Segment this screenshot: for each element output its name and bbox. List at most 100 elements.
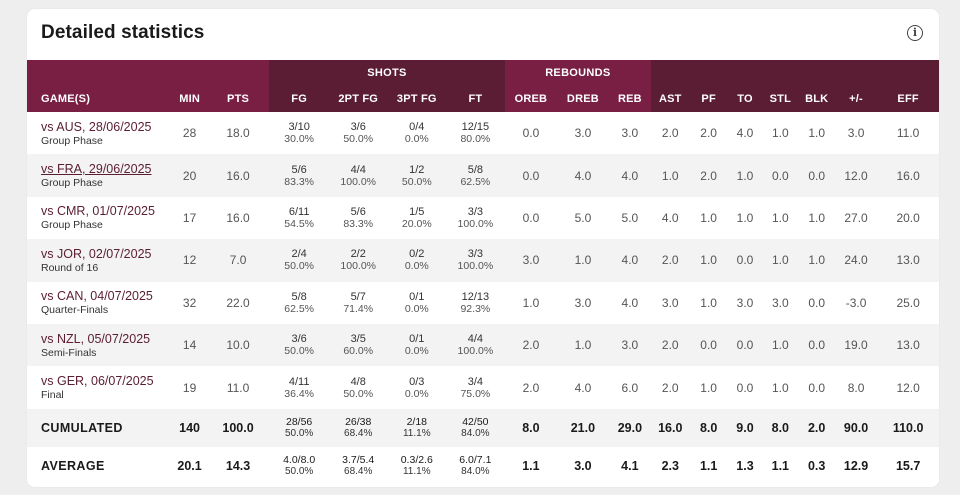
col-header-reb[interactable]: REB <box>608 86 652 112</box>
fg-made: 6/11 <box>288 205 310 218</box>
game-link[interactable]: vs CAN, 04/07/2025 <box>41 289 153 304</box>
pf-cell: 1.0 <box>689 281 728 324</box>
info-icon[interactable]: i <box>907 25 923 41</box>
pf-cell: 1.0 <box>689 196 728 240</box>
fg3-cell: 1/5 20.0% <box>387 196 447 240</box>
to-cell: 0.0 <box>727 323 763 367</box>
game-phase: Quarter-Finals <box>41 304 109 317</box>
fg2-pct: 71.4% <box>343 302 374 315</box>
col-header-stl[interactable]: STL <box>762 86 799 112</box>
col-header-ft[interactable]: FT <box>446 86 505 112</box>
oreb-cell: 2.0 <box>504 323 558 367</box>
game-cell: vs NZL, 05/07/2025 Semi-Finals <box>27 323 173 367</box>
fg3-cell: 0/1 0.0% <box>387 323 447 367</box>
fg-cell: 4.0/8.0 50.0% <box>269 446 329 485</box>
fg3-pct: 0.0% <box>404 345 429 358</box>
fg-made: 3/6 <box>291 333 307 346</box>
col-header-blk[interactable]: BLK <box>798 86 835 112</box>
min-cell: 140 <box>172 408 207 447</box>
blk-cell: 1.0 <box>798 196 835 240</box>
cumulated-row: CUMULATED 140 100.0 28/56 50.0% 26/38 68.4… <box>27 408 939 447</box>
game-link[interactable]: vs CMR, 01/07/2025 <box>41 204 155 219</box>
fg3-made: 0/2 <box>409 248 425 261</box>
col-header-dreb[interactable]: DREB <box>557 86 609 112</box>
blk-cell: 0.0 <box>798 154 835 197</box>
group-header-rebounds: REBOUNDS <box>504 60 652 86</box>
game-phase: Semi-Finals <box>41 346 97 359</box>
eff-cell: 20.0 <box>877 196 939 240</box>
game-cell: vs FRA, 29/06/2025 Group Phase <box>27 154 173 197</box>
pts-cell: 7.0 <box>206 239 270 282</box>
fg-cell: 5/6 83.3% <box>269 154 329 197</box>
average-label: AVERAGE <box>27 446 173 485</box>
col-header-pf[interactable]: PF <box>689 86 728 112</box>
fg-pct: 83.3% <box>284 175 315 188</box>
min-cell: 32 <box>172 281 207 324</box>
fg2-pct: 50.0% <box>343 387 374 400</box>
ft-made: 4/4 <box>467 333 483 346</box>
fg3-made: 1/5 <box>409 205 425 218</box>
ft-pct: 84.0% <box>461 427 490 439</box>
eff-cell: 13.0 <box>877 323 939 367</box>
fg3-cell: 0.3/2.6 11.1% <box>387 446 447 485</box>
col-header-oreb[interactable]: OREB <box>504 86 558 112</box>
pts-cell: 16.0 <box>206 196 270 240</box>
pf-cell: 1.1 <box>689 446 728 485</box>
fg3-made: 0.3/2.6 <box>400 453 433 466</box>
fg-made: 5/8 <box>291 290 307 303</box>
to-cell: 3.0 <box>727 281 763 324</box>
game-link[interactable]: vs FRA, 29/06/2025 <box>41 162 152 177</box>
to-cell: 0.0 <box>727 366 763 409</box>
group-header-row: SHOTS REBOUNDS <box>27 60 939 86</box>
col-header-fg[interactable]: FG <box>269 86 329 112</box>
eff-cell: 13.0 <box>877 239 939 282</box>
fg-pct: 50.0% <box>284 260 315 273</box>
ast-cell: 4.0 <box>651 196 690 240</box>
fg3-cell: 2/18 11.1% <box>387 408 447 447</box>
ast-cell: 2.0 <box>651 239 690 282</box>
statistics-table: SHOTS REBOUNDS GAME(S) MIN PTS FG 2PT FG… <box>27 60 939 485</box>
col-header-games[interactable]: GAME(S) <box>27 86 173 112</box>
col-header-min[interactable]: MIN <box>172 86 207 112</box>
game-link[interactable]: vs GER, 06/07/2025 <box>41 374 154 389</box>
fg2-made: 4/4 <box>350 163 366 176</box>
game-link[interactable]: vs AUS, 28/06/2025 <box>41 119 152 134</box>
to-cell: 1.0 <box>727 154 763 197</box>
pts-cell: 10.0 <box>206 323 270 367</box>
fg3-made: 1/2 <box>409 163 425 176</box>
game-link[interactable]: vs JOR, 02/07/2025 <box>41 246 152 261</box>
col-header-plus-minus[interactable]: +/- <box>834 86 878 112</box>
game-link[interactable]: vs NZL, 05/07/2025 <box>41 331 151 346</box>
blk-cell: 1.0 <box>798 239 835 282</box>
plus-minus-cell: 24.0 <box>834 239 878 282</box>
oreb-cell: 8.0 <box>504 408 558 447</box>
oreb-cell: 0.0 <box>504 196 558 240</box>
fg-pct: 62.5% <box>284 302 315 315</box>
table-row: vs AUS, 28/06/2025 Group Phase 28 18.0 3… <box>27 112 939 155</box>
col-header-ast[interactable]: AST <box>651 86 690 112</box>
col-header-to[interactable]: TO <box>727 86 763 112</box>
stl-cell: 1.1 <box>762 446 799 485</box>
fg3-made: 0/1 <box>409 333 425 346</box>
pts-cell: 16.0 <box>206 154 270 197</box>
fg-pct: 50.0% <box>284 465 314 477</box>
col-header-3pt-fg[interactable]: 3PT FG <box>387 86 447 112</box>
fg-made: 5/6 <box>291 163 307 176</box>
pts-cell: 14.3 <box>206 446 270 485</box>
col-header-2pt-fg[interactable]: 2PT FG <box>328 86 388 112</box>
ft-cell: 12/13 92.3% <box>446 281 505 324</box>
plus-minus-cell: 8.0 <box>834 366 878 409</box>
reb-cell: 4.0 <box>608 154 652 197</box>
dreb-cell: 3.0 <box>557 281 609 324</box>
stl-cell: 1.0 <box>762 366 799 409</box>
ast-cell: 2.0 <box>651 112 690 155</box>
min-cell: 12 <box>172 239 207 282</box>
min-cell: 20 <box>172 154 207 197</box>
col-header-eff[interactable]: EFF <box>877 86 939 112</box>
plus-minus-cell: 12.0 <box>834 154 878 197</box>
to-cell: 1.0 <box>727 196 763 240</box>
col-header-pts[interactable]: PTS <box>206 86 270 112</box>
fg-cell: 2/4 50.0% <box>269 239 329 282</box>
fg2-pct: 83.3% <box>343 217 374 230</box>
to-cell: 1.3 <box>727 446 763 485</box>
